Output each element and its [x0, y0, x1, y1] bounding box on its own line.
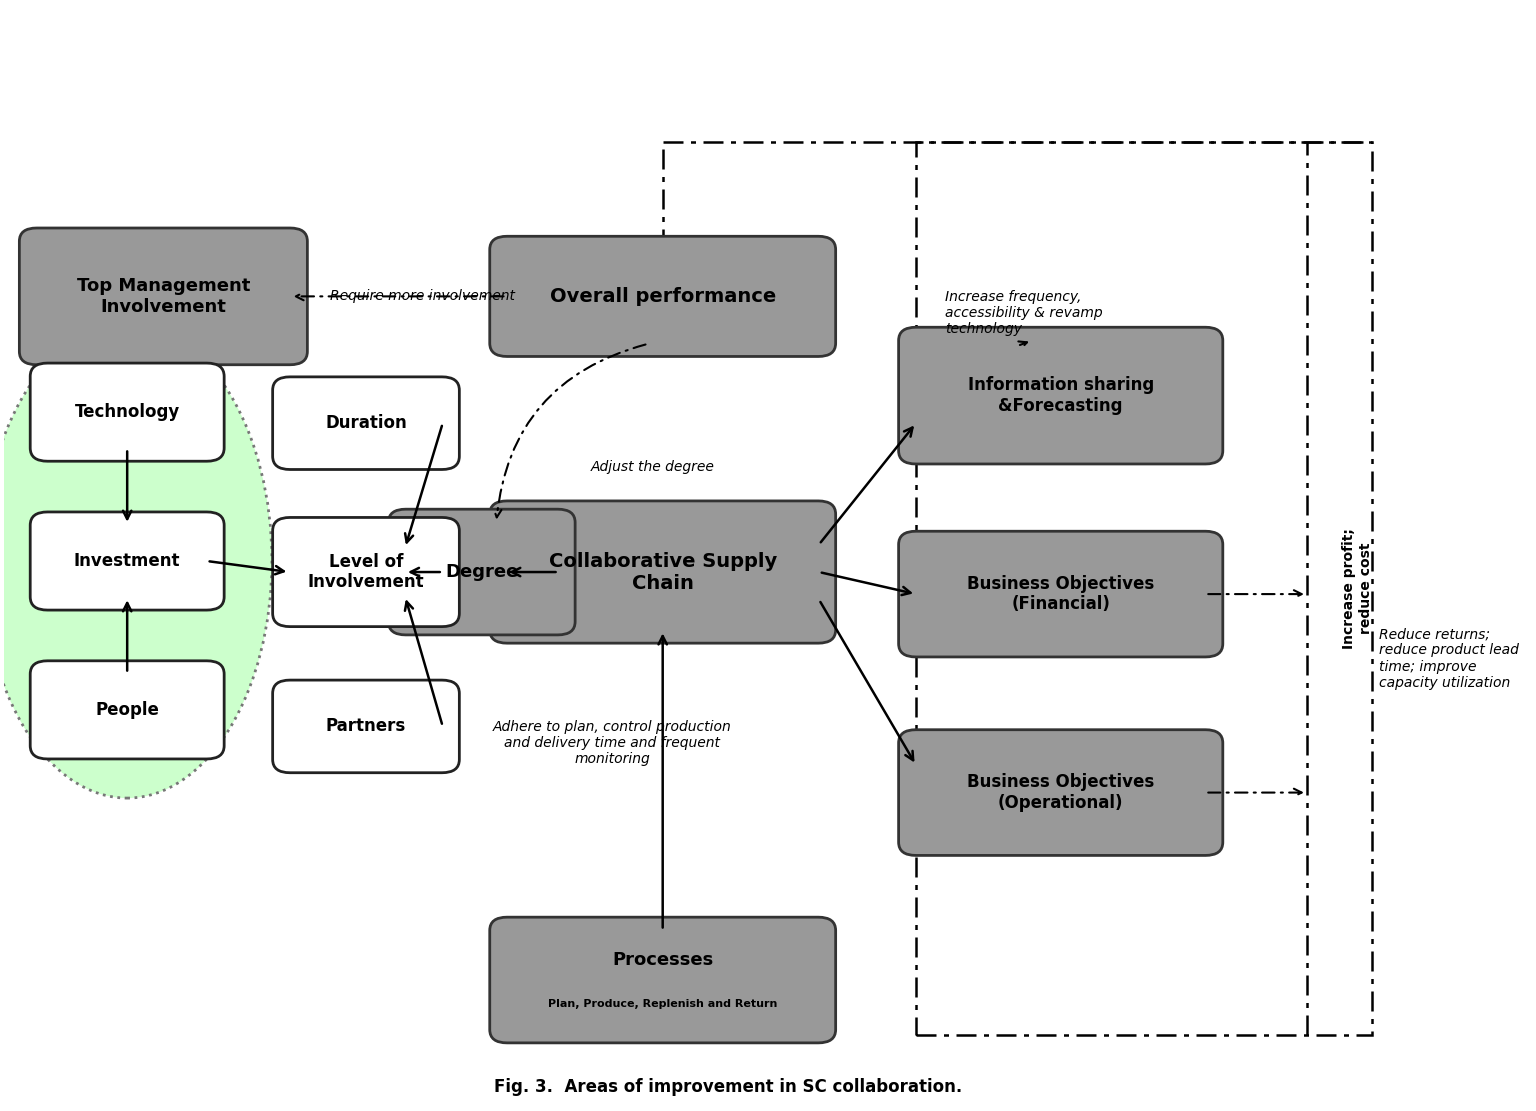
- FancyBboxPatch shape: [899, 730, 1223, 855]
- Text: Business Objectives
(Operational): Business Objectives (Operational): [968, 773, 1155, 812]
- Text: Degree: Degree: [445, 563, 519, 581]
- Text: Collaborative Supply
Chain: Collaborative Supply Chain: [548, 551, 777, 592]
- Text: People: People: [95, 701, 160, 719]
- FancyBboxPatch shape: [899, 328, 1223, 464]
- FancyBboxPatch shape: [31, 512, 224, 610]
- Text: Adjust the degree: Adjust the degree: [590, 460, 714, 474]
- Text: Overall performance: Overall performance: [550, 287, 776, 306]
- Text: Level of
Involvement: Level of Involvement: [307, 552, 424, 591]
- Text: Reduce returns;
reduce product lead
time; improve
capacity utilization: Reduce returns; reduce product lead time…: [1379, 628, 1519, 690]
- Text: Increase frequency,
accessibility & revamp
technology: Increase frequency, accessibility & reva…: [945, 290, 1103, 337]
- FancyBboxPatch shape: [273, 518, 459, 627]
- Text: Investment: Investment: [74, 552, 180, 570]
- Text: Processes: Processes: [611, 951, 713, 969]
- FancyBboxPatch shape: [490, 918, 836, 1043]
- Text: Top Management
Involvement: Top Management Involvement: [77, 277, 250, 316]
- FancyBboxPatch shape: [490, 501, 836, 643]
- Text: Adhere to plan, control production
and delivery time and frequent
monitoring: Adhere to plan, control production and d…: [493, 720, 731, 767]
- FancyBboxPatch shape: [389, 509, 574, 634]
- FancyBboxPatch shape: [490, 237, 836, 357]
- FancyBboxPatch shape: [31, 363, 224, 461]
- Text: Technology: Technology: [75, 403, 180, 421]
- Bar: [915, 142, 1372, 1035]
- FancyBboxPatch shape: [273, 680, 459, 773]
- Text: Fig. 3.  Areas of improvement in SC collaboration.: Fig. 3. Areas of improvement in SC colla…: [493, 1078, 962, 1095]
- FancyBboxPatch shape: [31, 661, 224, 759]
- Text: Require more involvement: Require more involvement: [330, 289, 515, 303]
- Ellipse shape: [0, 324, 272, 798]
- Text: Partners: Partners: [326, 718, 406, 735]
- FancyBboxPatch shape: [20, 228, 307, 364]
- FancyBboxPatch shape: [273, 377, 459, 470]
- Text: Plan, Produce, Replenish and Return: Plan, Produce, Replenish and Return: [548, 999, 777, 1009]
- FancyBboxPatch shape: [899, 531, 1223, 657]
- Text: Information sharing
&Forecasting: Information sharing &Forecasting: [968, 377, 1154, 416]
- Text: Business Objectives
(Financial): Business Objectives (Financial): [968, 574, 1155, 613]
- Text: Increase profit;
reduce cost: Increase profit; reduce cost: [1342, 528, 1373, 649]
- Text: Duration: Duration: [326, 414, 407, 432]
